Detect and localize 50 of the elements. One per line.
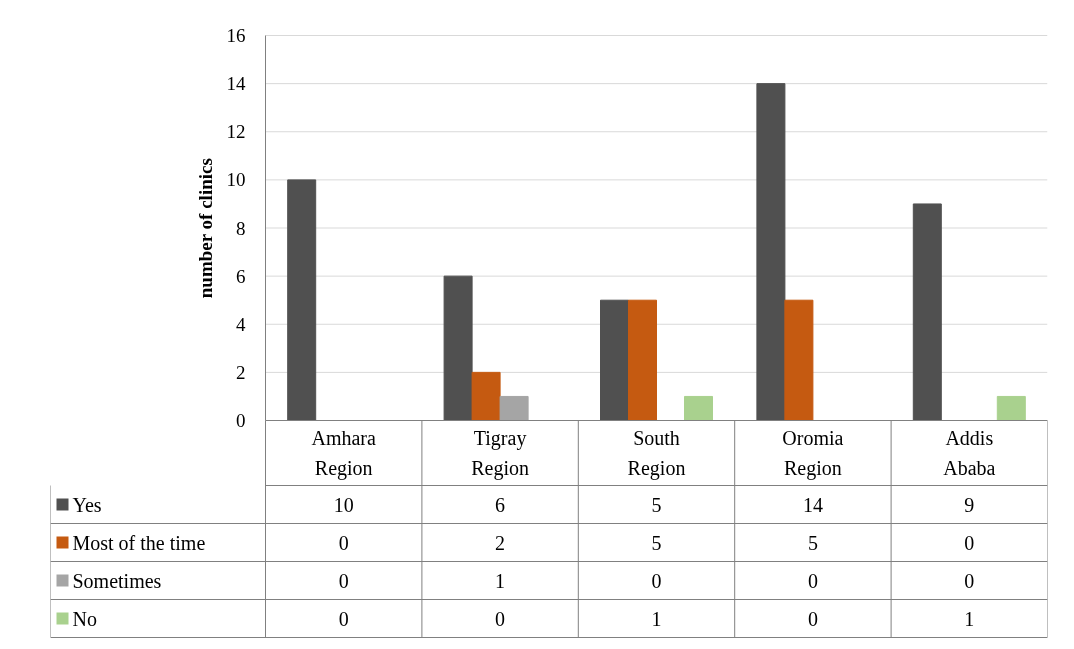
data-label: 5 [651,531,662,554]
y-tick-label: 16 [226,25,246,46]
data-label: 10 [333,493,354,516]
x-tick-label: Tigray Region [471,426,529,481]
bar [628,299,657,421]
data-label: 9 [964,493,975,516]
y-tick-label: 10 [226,169,246,191]
data-label: 0 [338,607,349,630]
data-label: 6 [495,493,506,516]
bar [287,179,317,421]
legend-label: Yes [72,493,102,516]
data-label: 0 [495,607,506,630]
y-tick-label: 14 [226,73,246,95]
legend-label: Sometimes [72,569,162,592]
data-label: 0 [807,607,818,630]
y-tick-label: 2 [236,361,246,383]
data-label: 0 [807,569,818,592]
bar [784,299,814,421]
x-tick-label: Oromia Region [782,426,844,481]
data-label: 0 [338,531,349,554]
data-label: 14 [802,493,823,516]
y-tick-label: 12 [226,121,246,143]
x-tick-label: Amhara Region [311,426,377,481]
legend-label: Most of the time [72,531,206,554]
x-tick-label: Addis Ababa [943,426,996,480]
data-label: 0 [964,531,975,554]
data-label: 1 [964,607,975,630]
y-tick-label: 0 [236,410,246,431]
data-label: 0 [651,569,662,592]
bar [912,203,942,421]
x-tick-label: South Region [627,426,686,481]
y-axis-title: number of clinics [195,158,216,299]
y-tick-label: 8 [236,217,246,239]
bar [471,371,501,421]
y-tick-label: 4 [236,313,246,335]
bar [756,83,786,421]
bar [996,395,1026,421]
legend-label: No [72,607,97,630]
bar [443,275,473,421]
bar [499,395,529,421]
data-label: 0 [338,569,349,592]
data-label: 5 [807,531,818,554]
data-label: 1 [495,569,506,592]
data-label: 5 [651,493,662,516]
data-label: 2 [495,531,506,554]
y-tick-label: 6 [236,265,246,287]
data-label: 1 [651,607,662,630]
bar [684,395,713,421]
bar [600,299,629,421]
data-label: 0 [964,569,975,592]
